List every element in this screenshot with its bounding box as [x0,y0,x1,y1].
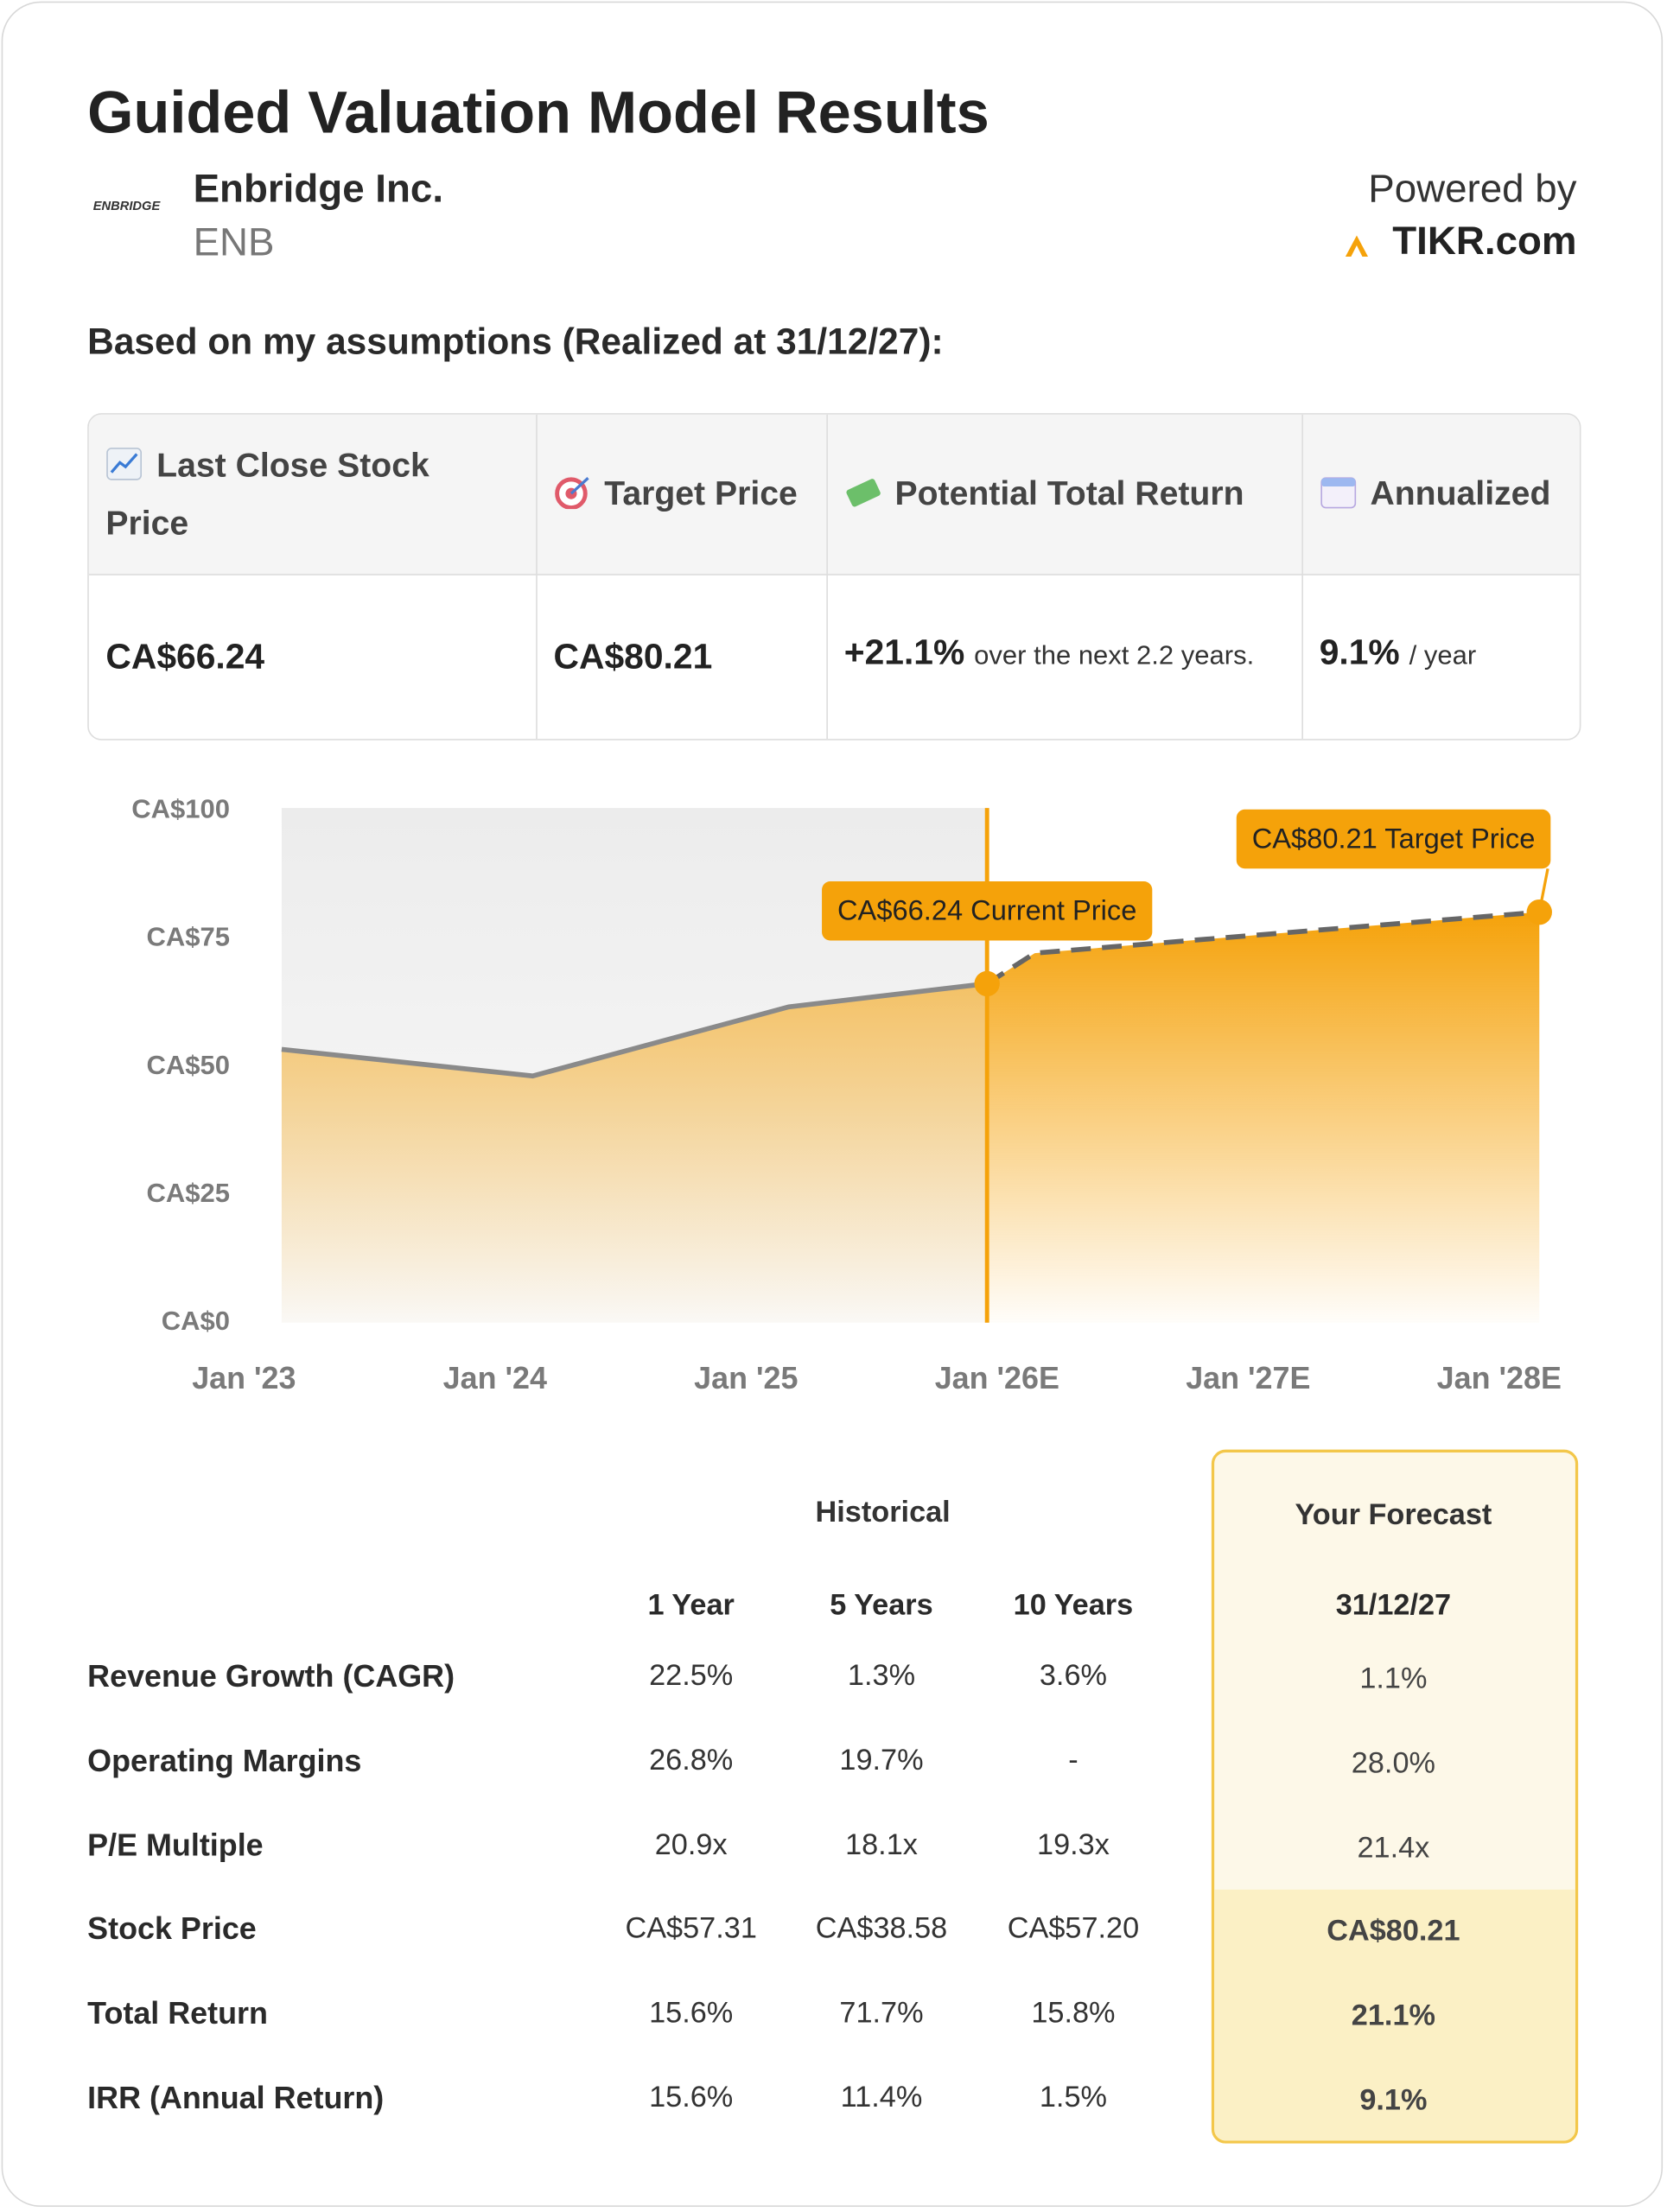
metric-value: 71.7% [839,1997,924,2030]
line [281,981,988,1079]
row-label: P/E Multiple [87,1827,264,1863]
line [985,909,1540,986]
metric-value: CA$38.58 [815,1912,948,1946]
metric-value: 15.6% [649,1997,734,2030]
row-label: Total Return [87,1995,268,2031]
x-tick-label: Jan '27E [1186,1361,1310,1395]
column-header: 10 Years [1013,1589,1134,1622]
callout-label: CA$66.24 Current Price [837,894,1136,926]
metric-value: 1.1% [1359,1662,1428,1695]
annualized: 9.1% [1319,632,1400,673]
header-text: Target Price [604,474,798,514]
y-tick-label: CA$75 [147,922,231,952]
metric-value: 18.1x [845,1828,918,1861]
value-cell: +21.1% over the next 2.2 years. [826,575,1303,740]
total-return: +21.1% [843,632,965,673]
summary-grid: Last Close Stock Price Target Price Pote… [88,414,1580,740]
group-header: Your Forecast [1295,1498,1492,1532]
forecast-highlight [1214,1889,1575,2141]
value-cell: 9.1% / year [1301,575,1579,739]
callout-box [1236,809,1551,869]
icon [1320,477,1356,509]
y-tick-label: CA$25 [147,1178,231,1208]
summary-value-row: CA$66.24 CA$80.21 +21.1% over the next 2… [88,575,1580,740]
y-tick-label: CA$100 [131,794,230,824]
row-label: Operating Margins [87,1742,362,1778]
chart: CA$0 CA$25 CA$50 CA$75 CA$100 Jan '23 Jan '24 J… [131,794,1562,1396]
row-label: Revenue Growth (CAGR) [87,1658,455,1694]
header-text: Last Close Stock Price [105,446,429,543]
metric-value: 22.5% [649,1659,734,1693]
header-cell: Target Price [536,414,828,575]
metric-value: 3.6% [1039,1659,1108,1693]
metric-value: 21.4x [1357,1831,1430,1864]
forecast-box [1211,1449,1579,2144]
icon [106,447,143,480]
summary-table: Last Close Stock Price Target Price Pote… [87,413,1581,741]
metric-value: CA$80.21 [1327,1915,1460,1948]
column-header: 31/12/27 [1335,1589,1452,1622]
column-header: 5 Years [830,1589,933,1622]
callout-label: CA$80.21 Target Price [1252,822,1536,854]
header-text: Potential Total Return [894,474,1244,514]
brand-icon [1345,235,1369,257]
x-tick-label: Jan '26E [935,1361,1059,1395]
company-name: Enbridge Inc. [193,166,444,211]
column-header: 1 Year [647,1589,735,1622]
summary-header-row: Last Close Stock Price Target Price Pote… [88,414,1580,575]
header-text: Annualized [1370,474,1551,514]
point [1526,899,1552,925]
last-close: CA$66.24 [105,636,265,677]
target-price: CA$80.21 [553,636,713,677]
callout: CA$80.21 Target Price [1236,809,1551,869]
metric-value: CA$57.20 [1007,1912,1140,1946]
powered-by: Powered by [1368,166,1577,211]
annualized-note: / year [1409,641,1477,671]
metric-value: 1.5% [1039,2081,1108,2114]
row-label: Stock Price [87,1910,257,1947]
area [987,912,1540,1323]
metric-value: 1.3% [847,1659,916,1693]
x-tick-label: Jan '24 [443,1361,547,1395]
x-tick-label: Jan '23 [192,1361,296,1395]
value-cell: CA$66.24 [88,575,537,740]
row-label: IRR (Annual Return) [87,2080,385,2115]
group-header: Historical [815,1496,951,1529]
metric-value: 20.9x [654,1828,728,1861]
metric-value: 15.8% [1031,1997,1116,2030]
metric-value: 9.1% [1359,2084,1428,2117]
metric-value: 28.0% [1351,1746,1435,1780]
ticker: ENB [193,219,275,264]
total-return-note: over the next 2.2 years. [974,641,1255,671]
icon [845,479,880,507]
assumptions-heading: Based on my assumptions (Realized at 31/… [87,320,944,363]
callout-box [822,880,1153,941]
y-tick-label: CA$50 [147,1050,231,1080]
metric-value: 19.3x [1037,1828,1110,1861]
metric-value: CA$57.31 [625,1912,757,1946]
x-tick-label: Jan '28E [1437,1361,1562,1395]
title: Guided Valuation Model Results [87,79,989,146]
brand: TIKR.com [1392,218,1577,263]
metric-value: 21.1% [1351,1999,1435,2032]
metric-value: 15.6% [649,2081,734,2114]
metric-value: 19.7% [839,1744,924,1777]
point [974,970,1000,997]
header-cell: Annualized [1301,414,1580,575]
value-cell: CA$80.21 [536,575,828,740]
icon [554,477,589,510]
header-cell: Potential Total Return [826,414,1303,575]
callout: CA$66.24 Current Price [822,880,1153,941]
x-tick-label: Jan '25 [694,1361,798,1395]
logo: ENBRIDGE [92,199,161,213]
metric-value: - [1068,1744,1078,1777]
header-cell: Last Close Stock Price [88,414,537,575]
metric-value: 26.8% [649,1744,734,1777]
metric-value: 11.4% [840,2081,923,2114]
y-tick-label: CA$0 [162,1306,230,1336]
